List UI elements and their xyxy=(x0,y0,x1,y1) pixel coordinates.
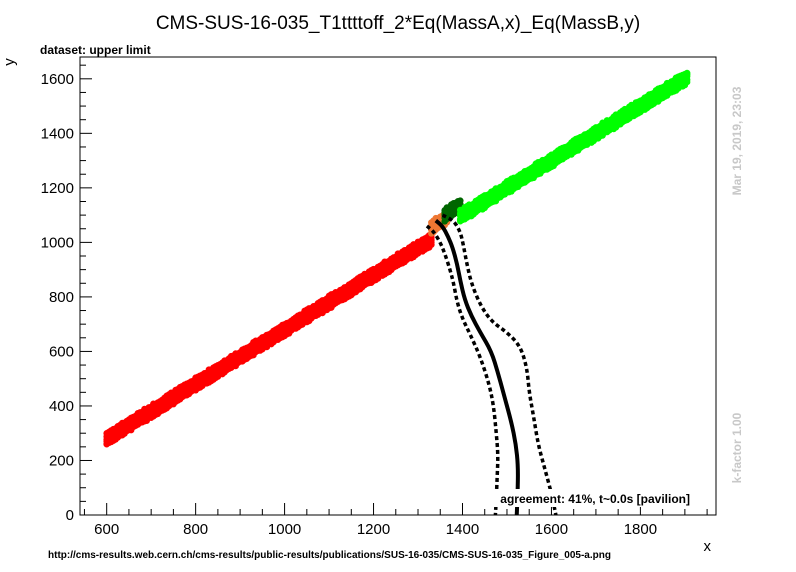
x-tick-label: 1600 xyxy=(535,521,568,538)
x-tick-label: 1400 xyxy=(446,521,479,538)
x-tick-label: 800 xyxy=(183,521,208,538)
x-tick-label: 1000 xyxy=(268,521,301,538)
y-axis-label: y xyxy=(1,58,18,66)
contour-expected-minus xyxy=(425,224,500,516)
y-tick-label: 1600 xyxy=(41,71,74,88)
contour-observed xyxy=(434,219,520,516)
y-tick-label: 1400 xyxy=(41,125,74,142)
y-tick-label: 600 xyxy=(49,343,74,360)
x-axis: 600 800 1000 1200 1400 1600 1800 xyxy=(83,503,708,538)
point-boundary-allowed xyxy=(456,197,464,204)
y-tick-label: 200 xyxy=(49,452,74,469)
agreement-box xyxy=(466,489,696,507)
x-tick-label: 1800 xyxy=(624,521,657,538)
data-points xyxy=(103,69,691,448)
y-tick-label: 800 xyxy=(49,289,74,306)
x-tick-label: 600 xyxy=(94,521,119,538)
contour-expected-plus xyxy=(441,213,558,516)
source-url: http://cms-results.web.cern.ch/cms-resul… xyxy=(48,550,611,561)
point-allowed xyxy=(683,69,691,77)
plot-frame xyxy=(79,56,717,516)
chart-subtitle: dataset: upper limit xyxy=(40,43,151,57)
y-tick-label: 400 xyxy=(49,398,74,415)
y-axis: 0 200 400 600 800 1000 1200 1400 1600 xyxy=(41,64,92,524)
x-axis-label: x xyxy=(704,538,712,555)
date-stamp: Mar 19, 2019, 23:03 xyxy=(730,86,744,195)
y-tick-label: 1000 xyxy=(41,234,74,251)
y-tick-label: 1200 xyxy=(41,180,74,197)
k-factor-label: k-factor 1.00 xyxy=(730,412,744,483)
y-tick-label: 0 xyxy=(66,507,74,524)
limit-contours xyxy=(425,213,558,516)
chart-title: CMS-SUS-16-035_T1ttttoff_2*Eq(MassA,x)_E… xyxy=(156,13,640,34)
agreement-text: agreement: 41%, t~0.0s [pavilion] xyxy=(500,492,690,506)
x-tick-label: 1200 xyxy=(357,521,390,538)
